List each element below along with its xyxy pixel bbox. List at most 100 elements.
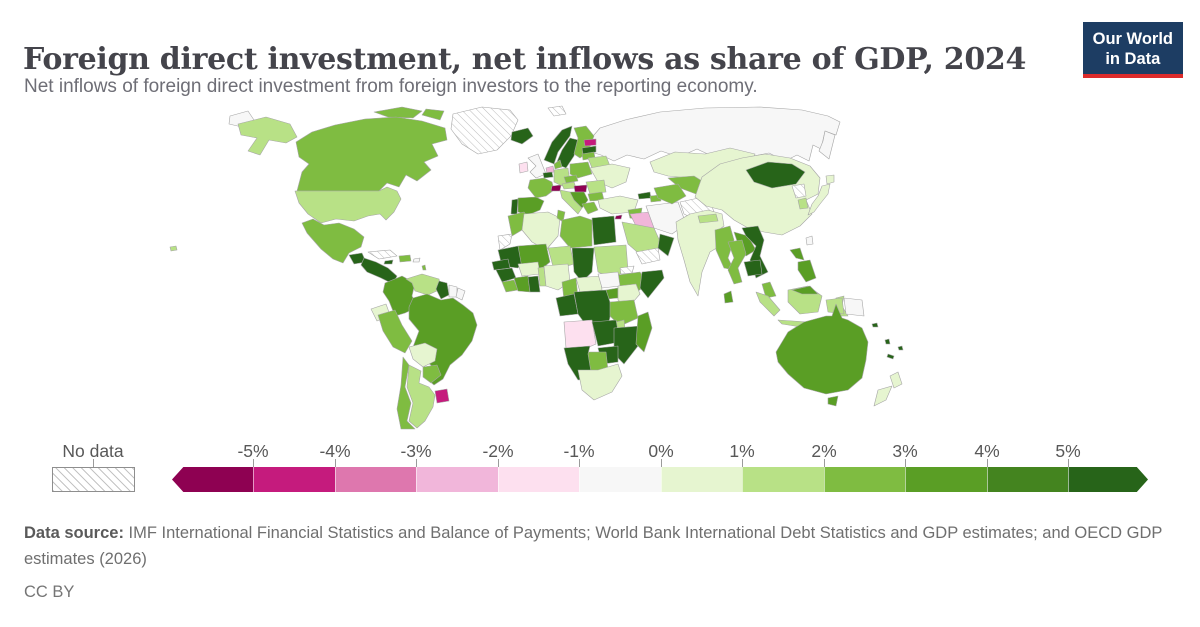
country-somalia[interactable]: [639, 269, 665, 299]
country-czechia[interactable]: [563, 174, 579, 184]
country-usa[interactable]: [294, 186, 402, 224]
country-new-zealand[interactable]: [873, 385, 893, 407]
country-lesser-antilles[interactable]: [421, 264, 427, 271]
country-canada[interactable]: [295, 116, 448, 192]
country-nepal[interactable]: [697, 213, 719, 224]
world-map[interactable]: [150, 102, 1060, 432]
country-mexico[interactable]: [301, 218, 365, 264]
country-algeria[interactable]: [521, 211, 561, 251]
country-portugal[interactable]: [510, 198, 519, 215]
country-libya[interactable]: [559, 215, 593, 249]
legend-bin-0-1[interactable]: [660, 467, 742, 492]
country-denmark[interactable]: [553, 159, 563, 170]
country-paraguay[interactable]: [422, 364, 442, 384]
country-spain[interactable]: [517, 196, 545, 216]
country-estonia[interactable]: [583, 138, 597, 147]
country-new-zealand[interactable]: [889, 371, 903, 389]
country-guyana[interactable]: [435, 280, 450, 300]
country-greece[interactable]: [581, 201, 599, 215]
country-poland[interactable]: [569, 161, 593, 179]
country-thailand[interactable]: [727, 239, 747, 285]
country-new-caledonia[interactable]: [886, 353, 895, 360]
country-australia[interactable]: [775, 303, 869, 395]
country-italy[interactable]: [559, 189, 583, 215]
country-turkmenistan[interactable]: [653, 183, 687, 205]
country-suriname[interactable]: [448, 284, 458, 298]
country-malaysia[interactable]: [761, 281, 777, 299]
country-south-korea[interactable]: [797, 197, 809, 210]
country-greenland[interactable]: [450, 106, 519, 155]
country-vietnam[interactable]: [741, 225, 769, 279]
country-peru[interactable]: [377, 309, 413, 354]
country-russia-kamchatka[interactable]: [818, 130, 836, 160]
country-indonesia-papua[interactable]: [825, 297, 845, 315]
country-solomon-islands[interactable]: [871, 322, 879, 328]
country-russia[interactable]: [587, 106, 841, 162]
country-cuba[interactable]: [367, 249, 398, 260]
country-india[interactable]: [675, 209, 725, 297]
country-brazil[interactable]: [408, 293, 478, 386]
country-puerto-rico[interactable]: [412, 257, 421, 263]
legend-bin-2-3[interactable]: [823, 467, 905, 492]
country-oman[interactable]: [657, 233, 675, 257]
country-sudan[interactable]: [593, 244, 629, 279]
legend-bin-neg1-0[interactable]: [579, 467, 661, 492]
country-finland[interactable]: [573, 125, 595, 159]
country-uk[interactable]: [527, 153, 547, 179]
country-canada-islands[interactable]: [421, 108, 445, 121]
legend-no-data-swatch[interactable]: [52, 467, 135, 492]
country-svalbard[interactable]: [547, 105, 567, 117]
license-label[interactable]: CC BY: [24, 583, 75, 601]
country-norway[interactable]: [543, 125, 573, 165]
country-switzerland[interactable]: [550, 184, 562, 192]
country-mongolia[interactable]: [745, 161, 806, 189]
country-malaysia-borneo[interactable]: [791, 285, 819, 295]
legend-bin-1-2[interactable]: [742, 467, 824, 492]
legend-bin-neg4-neg3[interactable]: [334, 467, 416, 492]
country-south-africa[interactable]: [577, 363, 623, 401]
country-georgia[interactable]: [637, 191, 652, 200]
country-alaska[interactable]: [237, 116, 298, 156]
country-hungary[interactable]: [573, 184, 588, 193]
country-jamaica[interactable]: [383, 259, 394, 265]
legend-bin-neg5-neg4[interactable]: [253, 467, 335, 492]
country-uruguay[interactable]: [434, 388, 450, 404]
legend-bin-neg2-neg1[interactable]: [497, 467, 579, 492]
country-japan-hokkaido[interactable]: [825, 174, 835, 185]
country-canada-islands[interactable]: [373, 106, 423, 119]
country-tasmania[interactable]: [827, 395, 839, 407]
country-bolivia[interactable]: [408, 342, 438, 368]
country-cambodia[interactable]: [743, 259, 763, 277]
country-philippines[interactable]: [797, 259, 817, 283]
country-philippines[interactable]: [789, 247, 805, 261]
country-hispaniola[interactable]: [398, 254, 412, 263]
country-south-sudan[interactable]: [597, 271, 621, 289]
country-iceland[interactable]: [510, 127, 534, 145]
country-central-african-republic[interactable]: [575, 275, 603, 293]
country-venezuela[interactable]: [405, 273, 442, 296]
country-belgium[interactable]: [542, 171, 554, 179]
country-taiwan[interactable]: [805, 235, 814, 246]
country-vanuatu[interactable]: [884, 338, 891, 345]
country-indonesia-sumatra[interactable]: [755, 291, 781, 317]
legend-bin-lt-neg5[interactable]: [172, 467, 253, 492]
country-cyprus[interactable]: [614, 214, 623, 220]
country-fiji[interactable]: [897, 345, 904, 351]
legend-bin-gt5[interactable]: [1068, 467, 1148, 492]
country-yemen[interactable]: [635, 247, 661, 265]
country-netherlands[interactable]: [545, 165, 555, 174]
legend-bin-4-5[interactable]: [986, 467, 1068, 492]
country-angola[interactable]: [563, 319, 597, 351]
country-japan[interactable]: [807, 183, 831, 216]
country-hawaii[interactable]: [169, 245, 178, 252]
legend-bin-neg3-neg2[interactable]: [416, 467, 498, 492]
country-romania[interactable]: [585, 179, 607, 195]
country-western-sahara[interactable]: [497, 233, 513, 251]
country-ireland[interactable]: [518, 161, 529, 174]
legend-bin-3-4[interactable]: [905, 467, 987, 492]
country-egypt[interactable]: [591, 215, 617, 246]
country-french-guiana[interactable]: [455, 287, 466, 301]
country-burkina-faso[interactable]: [517, 261, 541, 277]
country-argentina[interactable]: [406, 364, 436, 429]
country-madagascar[interactable]: [635, 311, 653, 353]
